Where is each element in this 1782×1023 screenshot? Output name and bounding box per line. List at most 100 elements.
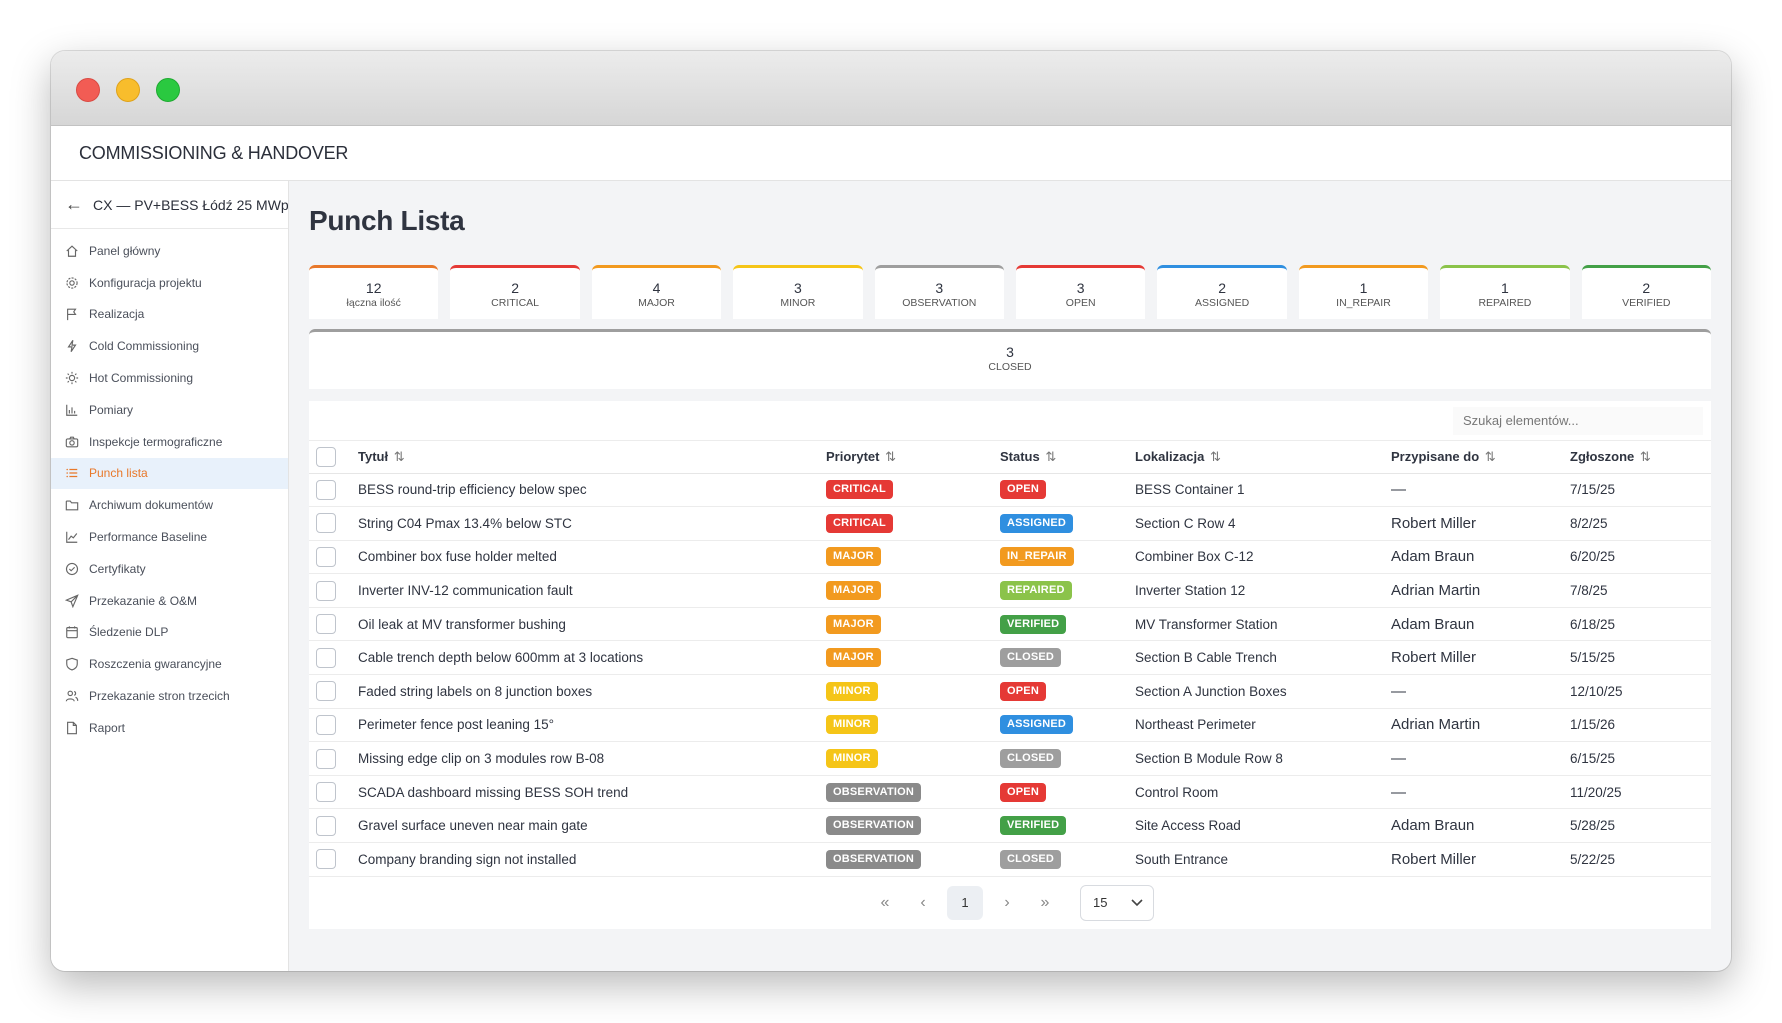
table-row[interactable]: Inverter INV-12 communication fault MAJOR… xyxy=(309,573,1711,608)
row-title[interactable]: Inverter INV-12 communication fault xyxy=(358,573,826,608)
table-row[interactable]: Cable trench depth below 600mm at 3 loca… xyxy=(309,640,1711,676)
row-checkbox[interactable] xyxy=(316,849,336,870)
project-back-link[interactable]: ← CX — PV+BESS Łódź 25 MWp /... xyxy=(51,181,288,229)
row-title[interactable]: Missing edge clip on 3 modules row B-08 xyxy=(358,741,826,776)
table-row[interactable]: Faded string labels on 8 junction boxes M… xyxy=(309,674,1711,709)
table-row[interactable]: Combiner box fuse holder melted MAJOR IN_R… xyxy=(309,540,1711,575)
sidebar-item-raport[interactable]: Raport xyxy=(51,712,288,744)
row-location: Section C Row 4 xyxy=(1135,506,1391,541)
sidebar-item-pomiary[interactable]: Pomiary xyxy=(51,394,288,426)
row-title[interactable]: Faded string labels on 8 junction boxes xyxy=(358,674,826,709)
table-row[interactable]: String C04 Pmax 13.4% below STC CRITICAL A… xyxy=(309,506,1711,541)
sidebar-item-certyfikaty[interactable]: Certyfikaty xyxy=(51,553,288,585)
sidebar-item-label: Raport xyxy=(89,720,126,735)
sidebar-item-panel-g-wny[interactable]: Panel główny xyxy=(51,235,288,267)
sidebar-item-ledzenie-dlp[interactable]: Śledzenie DLP xyxy=(51,617,288,649)
maximize-window-button[interactable] xyxy=(156,78,180,102)
sidebar-item-archiwum-dokument-w[interactable]: Archiwum dokumentów xyxy=(51,489,288,521)
column-header-priority[interactable]: Priorytet ⇅ xyxy=(826,441,1000,474)
row-checkbox[interactable] xyxy=(316,748,336,769)
stat-card-observation[interactable]: 3 OBSERVATION xyxy=(874,265,1004,319)
row-title[interactable]: Company branding sign not installed xyxy=(358,842,826,877)
sidebar-item-performance-baseline[interactable]: Performance Baseline xyxy=(51,521,288,553)
sidebar-item-inspekcje-termograficzne[interactable]: Inspekcje termograficzne xyxy=(51,426,288,458)
select-all-checkbox[interactable] xyxy=(316,446,336,467)
table-row[interactable]: SCADA dashboard missing BESS SOH trend OB… xyxy=(309,775,1711,810)
row-checkbox[interactable] xyxy=(316,681,336,702)
column-header-assigned[interactable]: Przypisane do ⇅ xyxy=(1391,441,1570,474)
row-title[interactable]: Combiner box fuse holder melted xyxy=(358,540,826,575)
sidebar-item-przekazanie-stron-trzecich[interactable]: Przekazanie stron trzecich xyxy=(51,680,288,712)
row-title[interactable]: Perimeter fence post leaning 15° xyxy=(358,708,826,743)
sidebar-item-konfiguracja-projektu[interactable]: Konfiguracja projektu xyxy=(51,267,288,299)
column-header-reported[interactable]: Zgłoszone ⇅ xyxy=(1570,441,1711,474)
table-header-row: Tytuł ⇅ Priorytet ⇅ Status ⇅ Lokalizacja… xyxy=(309,441,1711,474)
sort-icon[interactable]: ⇅ xyxy=(393,448,405,464)
page-size-select[interactable]: 15 xyxy=(1080,884,1154,921)
row-checkbox[interactable] xyxy=(316,815,336,836)
minimize-window-button[interactable] xyxy=(116,78,140,102)
table-row[interactable]: BESS round-trip efficiency below spec CRI… xyxy=(309,473,1711,508)
search-input[interactable] xyxy=(1453,406,1703,435)
table-row[interactable]: Oil leak at MV transformer bushing MAJOR V… xyxy=(309,607,1711,642)
stat-card-czna-ilo[interactable]: 12 łączna ilość xyxy=(309,265,439,319)
stat-card-repaired[interactable]: 1 REPAIRED xyxy=(1440,265,1570,319)
sidebar-item-label: Inspekcje termograficzne xyxy=(89,434,223,449)
list-icon xyxy=(64,465,80,481)
punch-list-table: Tytuł ⇅ Priorytet ⇅ Status ⇅ Lokalizacja… xyxy=(309,441,1711,877)
row-title[interactable]: String C04 Pmax 13.4% below STC xyxy=(358,506,826,541)
priority-badge: MINOR xyxy=(826,715,878,735)
row-checkbox[interactable] xyxy=(316,782,336,803)
sort-icon[interactable]: ⇅ xyxy=(885,448,896,464)
sort-icon[interactable]: ⇅ xyxy=(1484,448,1496,464)
stat-value: 2 xyxy=(1642,280,1651,296)
sort-icon[interactable]: ⇅ xyxy=(1639,448,1651,464)
stat-card-assigned[interactable]: 2 ASSIGNED xyxy=(1157,265,1287,319)
current-page-button[interactable]: 1 xyxy=(947,885,983,920)
sidebar-item-hot-commissioning[interactable]: Hot Commissioning xyxy=(51,362,288,394)
prev-page-button[interactable]: ‹ xyxy=(920,893,926,911)
priority-badge: MINOR xyxy=(826,681,878,701)
stat-card-verified[interactable]: 2 VERIFIED xyxy=(1581,265,1711,319)
row-checkbox[interactable] xyxy=(316,714,336,735)
sort-icon[interactable]: ⇅ xyxy=(1045,448,1057,464)
table-row[interactable]: Gravel surface uneven near main gate OBSE… xyxy=(309,808,1711,844)
row-title[interactable]: BESS round-trip efficiency below spec xyxy=(358,473,826,508)
sidebar-item-roszczenia-gwarancyjne[interactable]: Roszczenia gwarancyjne xyxy=(51,648,288,680)
stat-card-minor[interactable]: 3 MINOR xyxy=(733,265,863,319)
first-page-button[interactable]: « xyxy=(880,893,890,911)
table-row[interactable]: Perimeter fence post leaning 15° MINOR ASS… xyxy=(309,708,1711,743)
stat-card-closed[interactable]: 3 CLOSED xyxy=(309,329,1711,389)
column-header-location[interactable]: Lokalizacja ⇅ xyxy=(1135,441,1391,474)
column-header-status[interactable]: Status ⇅ xyxy=(1000,441,1135,474)
table-row[interactable]: Company branding sign not installed OBSER… xyxy=(309,842,1711,877)
next-page-button[interactable]: › xyxy=(1004,893,1010,911)
row-title[interactable]: Cable trench depth below 600mm at 3 loca… xyxy=(358,640,826,676)
stat-card-in-repair[interactable]: 1 IN_REPAIR xyxy=(1298,265,1429,319)
sidebar-item-przekazanie-o-m[interactable]: Przekazanie & O&M xyxy=(51,585,288,617)
status-badge: IN_REPAIR xyxy=(1000,547,1074,567)
row-title[interactable]: SCADA dashboard missing BESS SOH trend xyxy=(358,775,826,810)
arrow-left-icon[interactable]: ← xyxy=(65,194,83,214)
table-row[interactable]: Missing edge clip on 3 modules row B-08 M… xyxy=(309,741,1711,776)
stat-card-open[interactable]: 3 OPEN xyxy=(1015,265,1146,319)
stat-card-critical[interactable]: 2 CRITICAL xyxy=(450,265,580,319)
close-window-button[interactable] xyxy=(76,78,100,102)
row-checkbox[interactable] xyxy=(316,647,336,668)
stat-card-major[interactable]: 4 MAJOR xyxy=(591,265,722,319)
row-checkbox[interactable] xyxy=(316,546,336,567)
sort-icon[interactable]: ⇅ xyxy=(1210,448,1221,464)
sidebar-item-label: Performance Baseline xyxy=(89,530,208,545)
row-checkbox[interactable] xyxy=(316,479,336,500)
sidebar-item-realizacja[interactable]: Realizacja xyxy=(51,299,288,331)
last-page-button[interactable]: » xyxy=(1040,893,1050,911)
sidebar-item-punch-lista[interactable]: Punch lista xyxy=(51,457,288,490)
stat-label: łączna ilość xyxy=(346,297,401,309)
row-checkbox[interactable] xyxy=(316,580,336,601)
row-title[interactable]: Oil leak at MV transformer bushing xyxy=(358,607,826,642)
row-title[interactable]: Gravel surface uneven near main gate xyxy=(358,808,826,844)
column-header-title[interactable]: Tytuł ⇅ xyxy=(358,441,826,474)
sidebar-item-cold-commissioning[interactable]: Cold Commissioning xyxy=(51,330,288,362)
row-checkbox[interactable] xyxy=(316,614,336,635)
row-checkbox[interactable] xyxy=(316,513,336,534)
